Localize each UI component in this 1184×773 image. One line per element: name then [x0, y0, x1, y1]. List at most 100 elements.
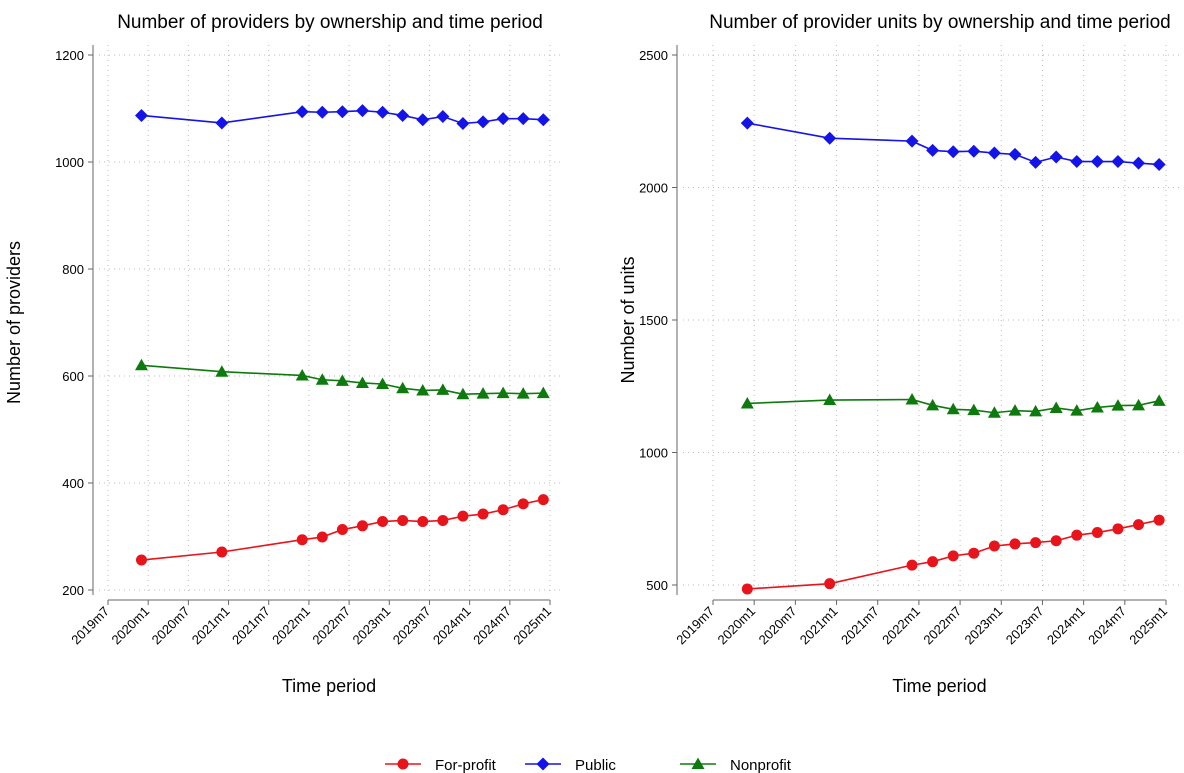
marker [516, 387, 530, 399]
y-tick-label: 1000 [639, 446, 668, 461]
marker [1133, 519, 1145, 531]
x-tick-label: 2022m1 [879, 604, 923, 648]
marker [1008, 147, 1022, 161]
legend-label: Nonprofit [730, 757, 792, 773]
x-tick-label: 2019m7 [673, 604, 717, 648]
y-tick-label: 2500 [639, 48, 668, 63]
marker [456, 387, 470, 400]
marker [968, 547, 980, 559]
marker [905, 393, 919, 405]
marker [536, 386, 550, 399]
marker [1132, 398, 1146, 411]
marker [416, 113, 430, 127]
marker [135, 554, 147, 566]
marker [417, 516, 429, 528]
x-axis-label: Time period [892, 676, 986, 696]
marker [740, 396, 754, 409]
y-tick-label: 1000 [55, 155, 84, 170]
chart-title: Number of provider units by ownership an… [709, 12, 1171, 33]
marker [1152, 394, 1166, 406]
marker [356, 520, 368, 532]
marker [1152, 157, 1166, 171]
marker [1111, 155, 1125, 169]
marker [336, 524, 348, 536]
marker [1132, 156, 1146, 170]
marker [1153, 514, 1165, 526]
marker [496, 112, 510, 126]
y-axis-label: Number of units [618, 256, 638, 383]
marker [1111, 399, 1125, 411]
marker [823, 131, 837, 145]
marker [927, 556, 939, 568]
marker [296, 534, 308, 546]
marker [823, 393, 837, 406]
marker [1112, 523, 1124, 535]
marker [740, 116, 754, 130]
marker [824, 578, 836, 590]
y-tick-label: 800 [62, 262, 84, 277]
marker [967, 144, 981, 158]
x-tick-label: 2025m1 [1126, 604, 1170, 648]
x-tick-label: 2024m1 [430, 604, 474, 648]
marker [1090, 400, 1104, 413]
x-tick-label: 2021m1 [189, 604, 233, 648]
marker [1008, 404, 1022, 416]
marker [457, 510, 469, 522]
marker [436, 383, 450, 395]
x-tick-label: 2022m1 [269, 604, 313, 648]
x-axis-label: Time period [282, 676, 376, 696]
marker [377, 516, 389, 528]
x-tick-label: 2023m1 [350, 604, 394, 648]
marker [947, 550, 959, 562]
marker [1090, 155, 1104, 169]
marker [926, 398, 940, 411]
marker [691, 757, 705, 769]
marker [335, 105, 349, 119]
marker [355, 376, 369, 388]
marker [536, 757, 550, 771]
marker [215, 365, 229, 377]
marker [536, 113, 550, 127]
marker [335, 374, 349, 386]
marker [134, 358, 148, 371]
marker [396, 108, 410, 122]
marker [416, 383, 430, 396]
marker [496, 386, 510, 399]
y-tick-label: 2000 [639, 181, 668, 196]
x-tick-label: 2020m7 [149, 604, 193, 648]
marker [355, 104, 369, 118]
x-tick-label: 2020m7 [756, 604, 800, 648]
x-tick-label: 2023m7 [390, 604, 434, 648]
legend-label: Public [575, 757, 616, 773]
marker [497, 504, 509, 516]
marker [967, 403, 981, 416]
marker [134, 108, 148, 122]
marker [376, 377, 390, 390]
y-tick-label: 1500 [639, 313, 668, 328]
x-tick-label: 2020m1 [108, 604, 152, 648]
marker [1049, 401, 1063, 413]
y-tick-label: 600 [62, 369, 84, 384]
x-tick-label: 2019m7 [68, 604, 112, 648]
marker [537, 494, 549, 506]
marker [1049, 150, 1063, 164]
y-tick-label: 1200 [55, 48, 84, 63]
x-tick-label: 2021m7 [838, 604, 882, 648]
x-tick-label: 2024m7 [470, 604, 514, 648]
marker [517, 498, 529, 510]
marker [396, 381, 410, 394]
marker [397, 758, 409, 770]
marker [1091, 527, 1103, 539]
x-tick-label: 2020m1 [714, 604, 758, 648]
marker [906, 559, 918, 571]
marker [1071, 529, 1083, 541]
x-tick-label: 2024m7 [1085, 604, 1129, 648]
marker [946, 402, 960, 415]
y-tick-label: 400 [62, 476, 84, 491]
marker [456, 116, 470, 130]
marker [1029, 404, 1043, 417]
marker [987, 406, 1001, 418]
marker [476, 387, 490, 399]
marker [376, 105, 390, 119]
marker [295, 105, 309, 119]
